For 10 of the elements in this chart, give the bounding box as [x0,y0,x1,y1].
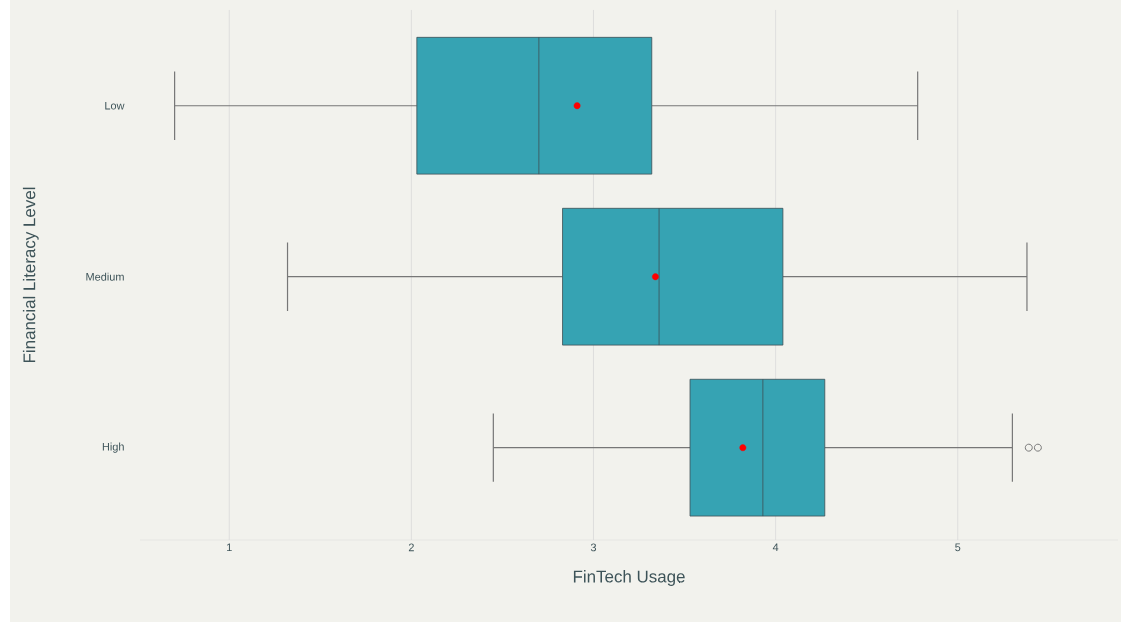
x-tick-label: 2 [408,543,414,552]
x-tick-label: 4 [772,543,779,552]
y-tick-label: Low [105,101,125,110]
y-tick-label: High [102,442,124,453]
y-tick-label: Medium [86,272,124,281]
x-tick-label: 5 [955,543,961,552]
x-axis-title: FinTech Usage [573,570,685,586]
x-tick-label: 1 [227,543,232,552]
y-axis-title: Financial Literacy Level [22,187,39,363]
x-tick-label: 3 [590,543,597,552]
